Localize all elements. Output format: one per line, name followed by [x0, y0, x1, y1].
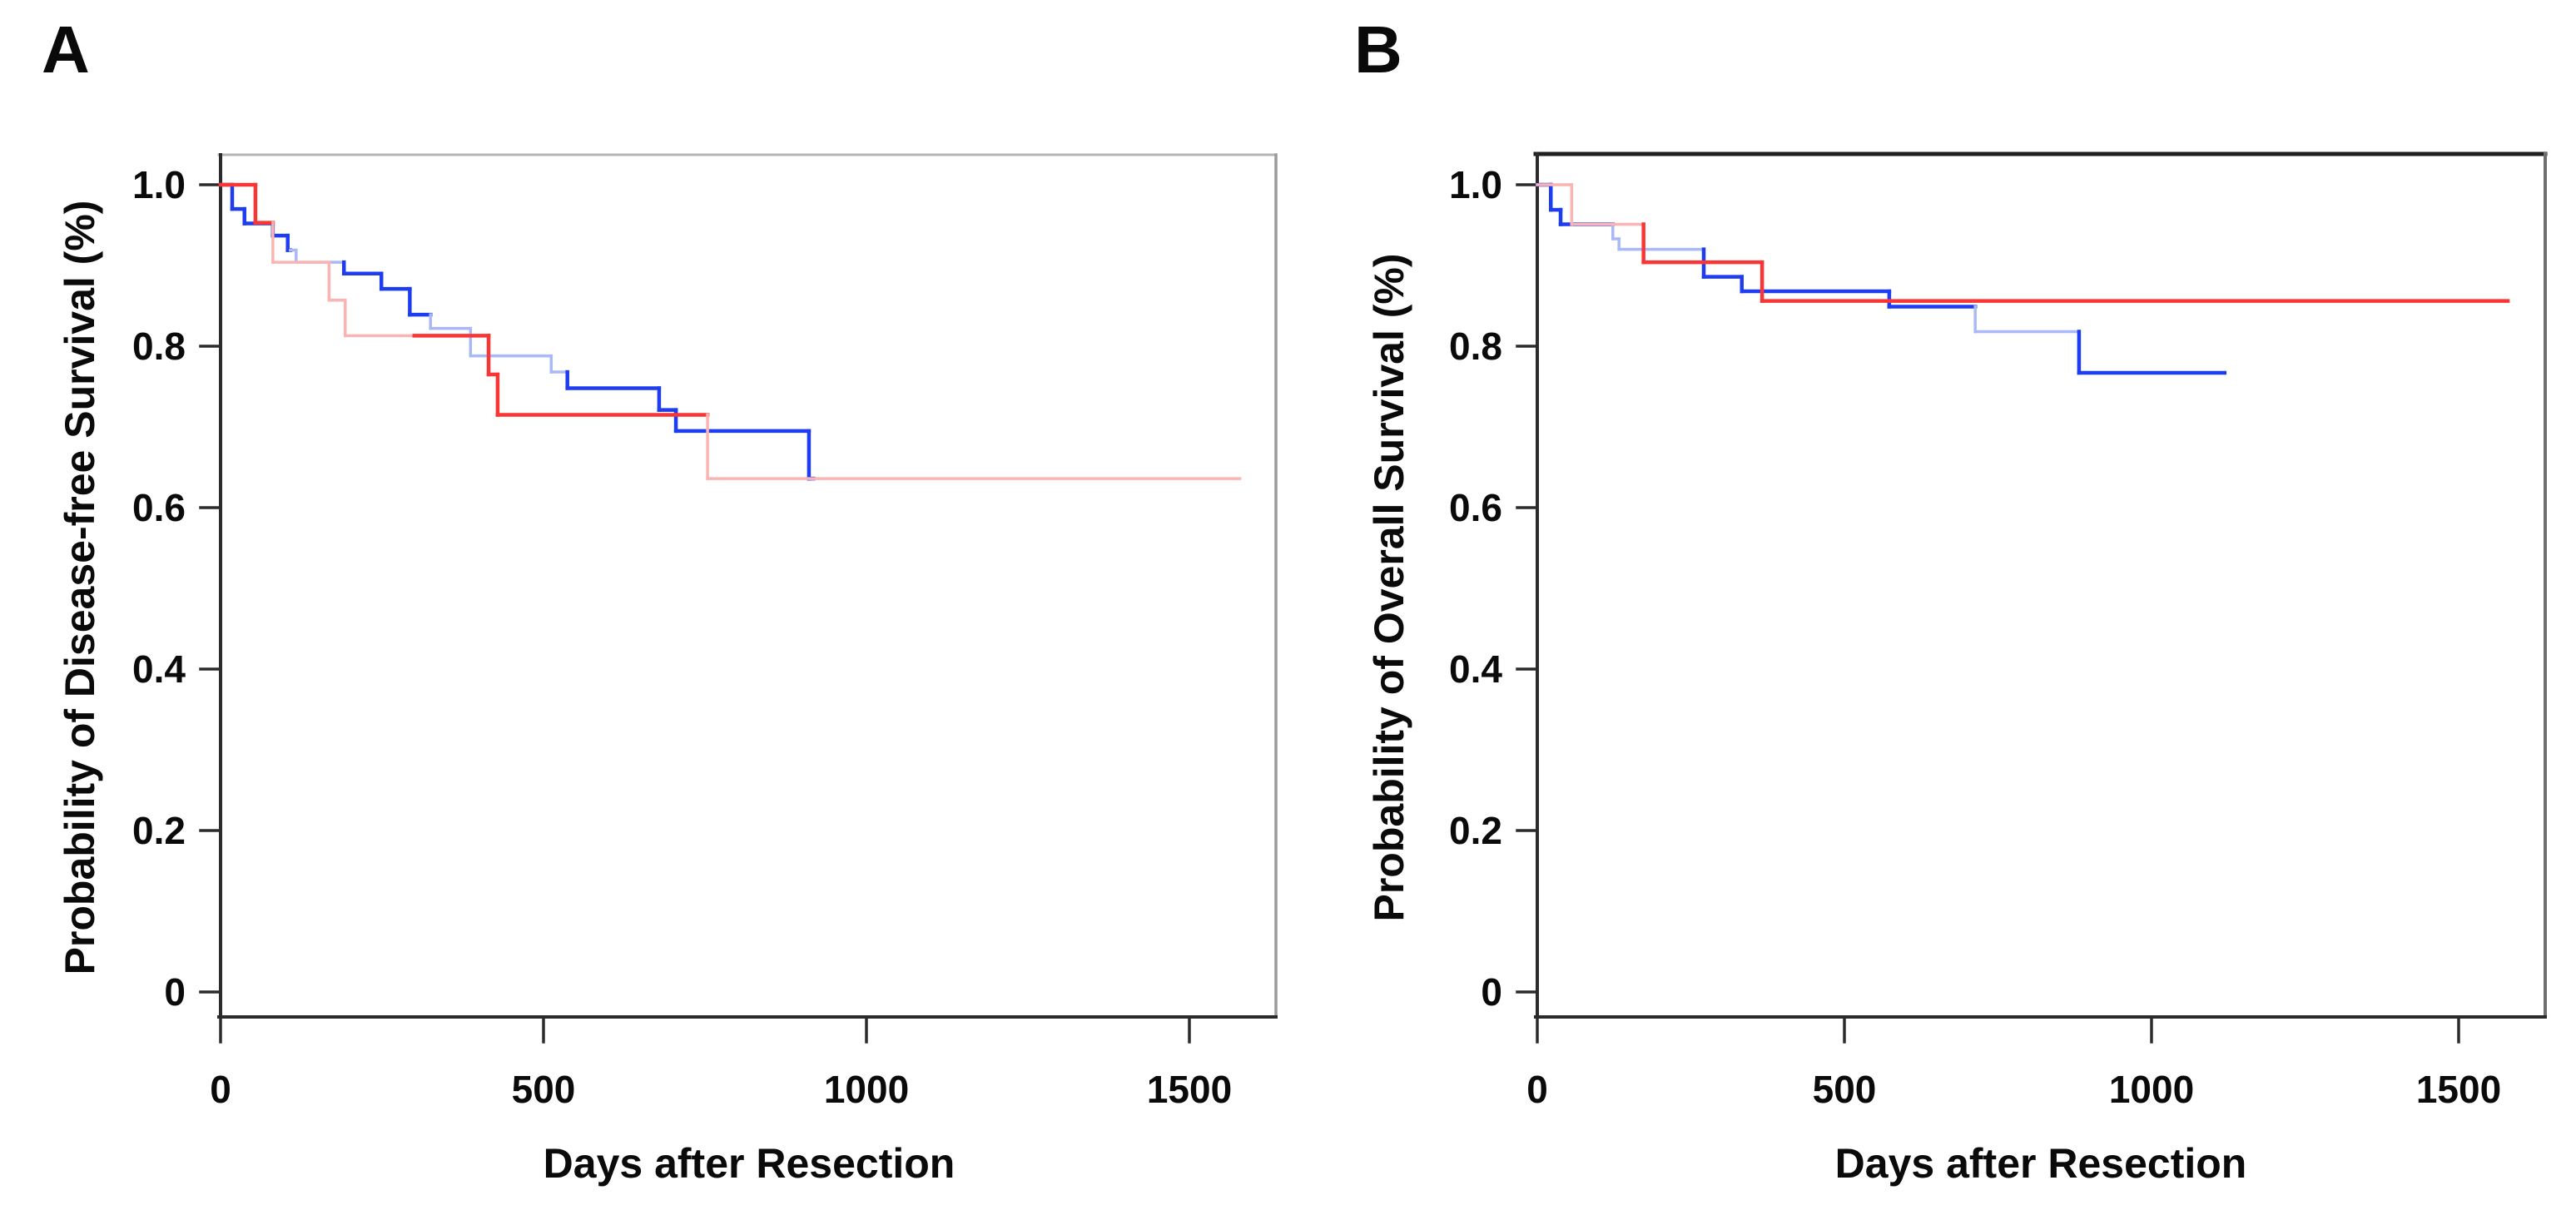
panel-a-y-axis-title: Probability of Disease-free Survival (%)	[57, 200, 103, 975]
x-tick-label: 1000	[2109, 1068, 2194, 1111]
y-tick-label: 0	[1481, 970, 1502, 1014]
series-red-group-os	[1536, 183, 2510, 303]
y-tick-label: 0.4	[132, 647, 186, 691]
x-tick-label: 0	[210, 1068, 231, 1111]
y-tick-label: 0.8	[132, 325, 186, 368]
x-tick-label: 500	[1813, 1068, 1877, 1111]
y-tick-label: 0.8	[1449, 325, 1502, 368]
panel-b: 1.0 0.8 0.6 0.4 0.2 0 0 500 1000 1500 B Probabili…	[1288, 0, 2576, 1215]
x-tick-label: 1500	[2416, 1068, 2501, 1111]
series-red-group-dfs	[218, 182, 1242, 480]
series-blue-group-dfs	[218, 182, 816, 481]
y-tick-label: 1.0	[1449, 163, 1502, 206]
y-tick-label: 0.2	[1449, 809, 1502, 852]
x-tick-label: 0	[1526, 1068, 1548, 1111]
panel-a-letter: A	[42, 12, 90, 87]
series-blue-group-os	[1535, 182, 2227, 375]
y-tick-label: 1.0	[132, 163, 186, 206]
km-chart-a: 1.0 0.8 0.6 0.4 0.2 0 0 500 1000 1500	[132, 153, 1278, 1111]
y-tick-label: 0.4	[1449, 647, 1502, 691]
y-tick-label: 0.6	[132, 486, 186, 529]
panel-a: 1.0 0.8 0.6 0.4 0.2 0 0 500 1000 1500 A Probabili…	[42, 12, 1278, 1187]
panel-b-letter: B	[1354, 12, 1402, 87]
x-tick-label: 1000	[824, 1068, 909, 1111]
x-tick-label: 1500	[1147, 1068, 1232, 1111]
km-chart-b: 1.0 0.8 0.6 0.4 0.2 0 0 500 1000 1500	[1449, 151, 2548, 1111]
panel-b-x-axis-title: Days after Resection	[1834, 1140, 2247, 1187]
x-tick-label: 500	[512, 1068, 576, 1111]
y-tick-label: 0.2	[132, 809, 186, 852]
panel-b-y-axis-title: Probability of Overall Survival (%)	[1366, 253, 1412, 922]
y-tick-label: 0.6	[1449, 486, 1502, 529]
y-tick-label: 0	[164, 970, 186, 1014]
panel-a-x-axis-title: Days after Resection	[543, 1140, 955, 1187]
